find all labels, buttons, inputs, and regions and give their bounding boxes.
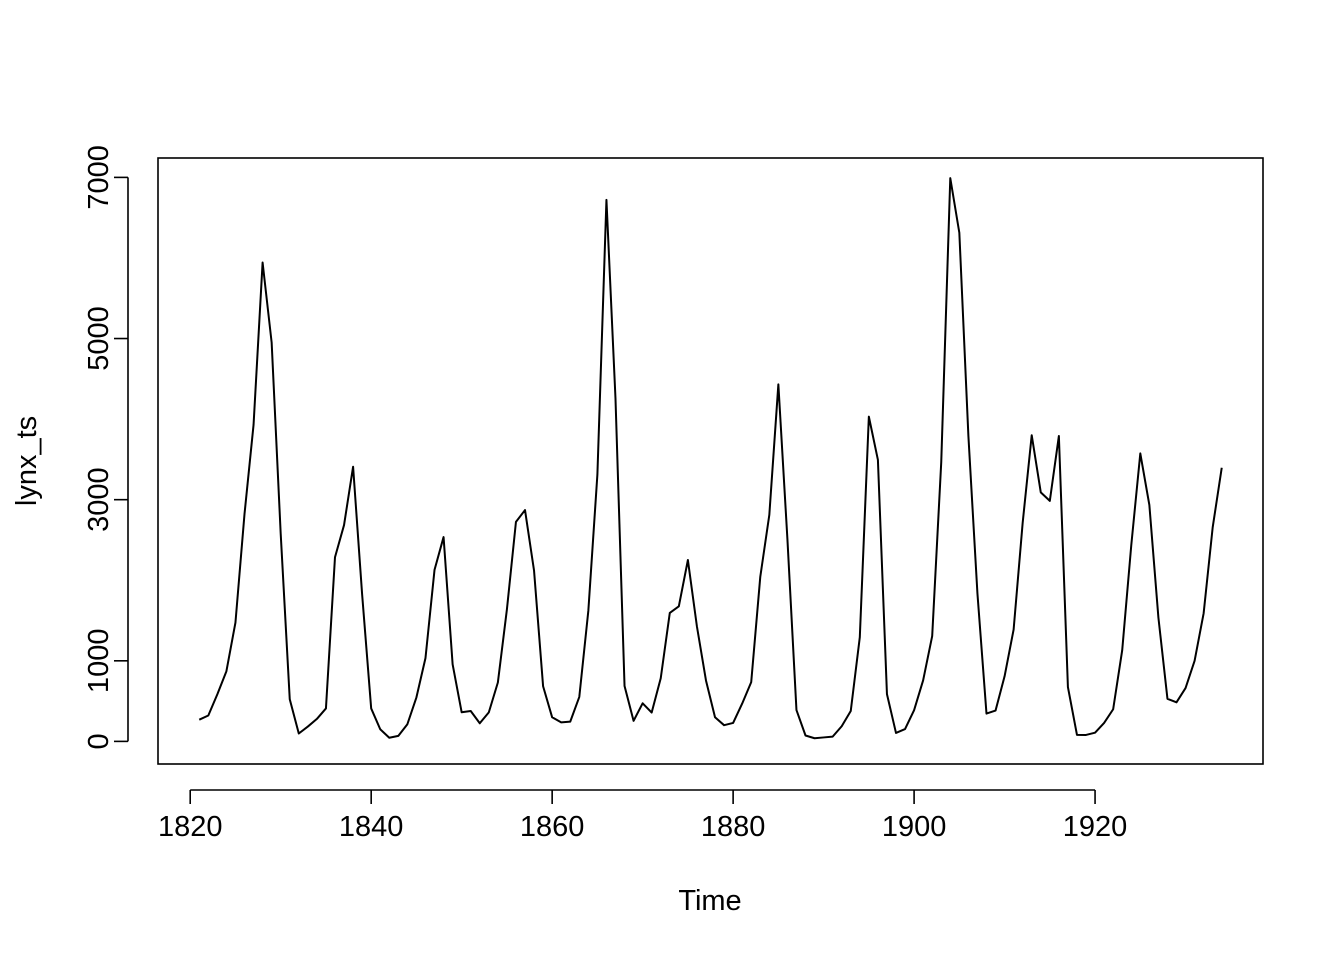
y-tick-label: 0 (83, 733, 115, 749)
y-tick-label: 7000 (83, 145, 115, 210)
lynx-series-line (198, 177, 1223, 740)
x-tick-label: 1900 (882, 811, 947, 843)
y-tick-label: 3000 (83, 467, 115, 532)
y-tick-label: 1000 (83, 629, 115, 694)
x-axis: 1820 1840 1860 1880 1900 1920 (158, 789, 1128, 843)
y-axis-title: lynx_ts (11, 416, 43, 506)
y-tick-label: 5000 (83, 306, 115, 371)
y-axis: 0 1000 3000 5000 7000 (83, 145, 129, 749)
x-axis-title: Time (678, 885, 741, 917)
x-tick-label: 1920 (1063, 811, 1128, 843)
x-tick-label: 1820 (158, 811, 223, 843)
x-tick-label: 1840 (339, 811, 404, 843)
x-tick-label: 1880 (701, 811, 766, 843)
plot-box (157, 157, 1264, 765)
x-tick-label: 1860 (520, 811, 585, 843)
